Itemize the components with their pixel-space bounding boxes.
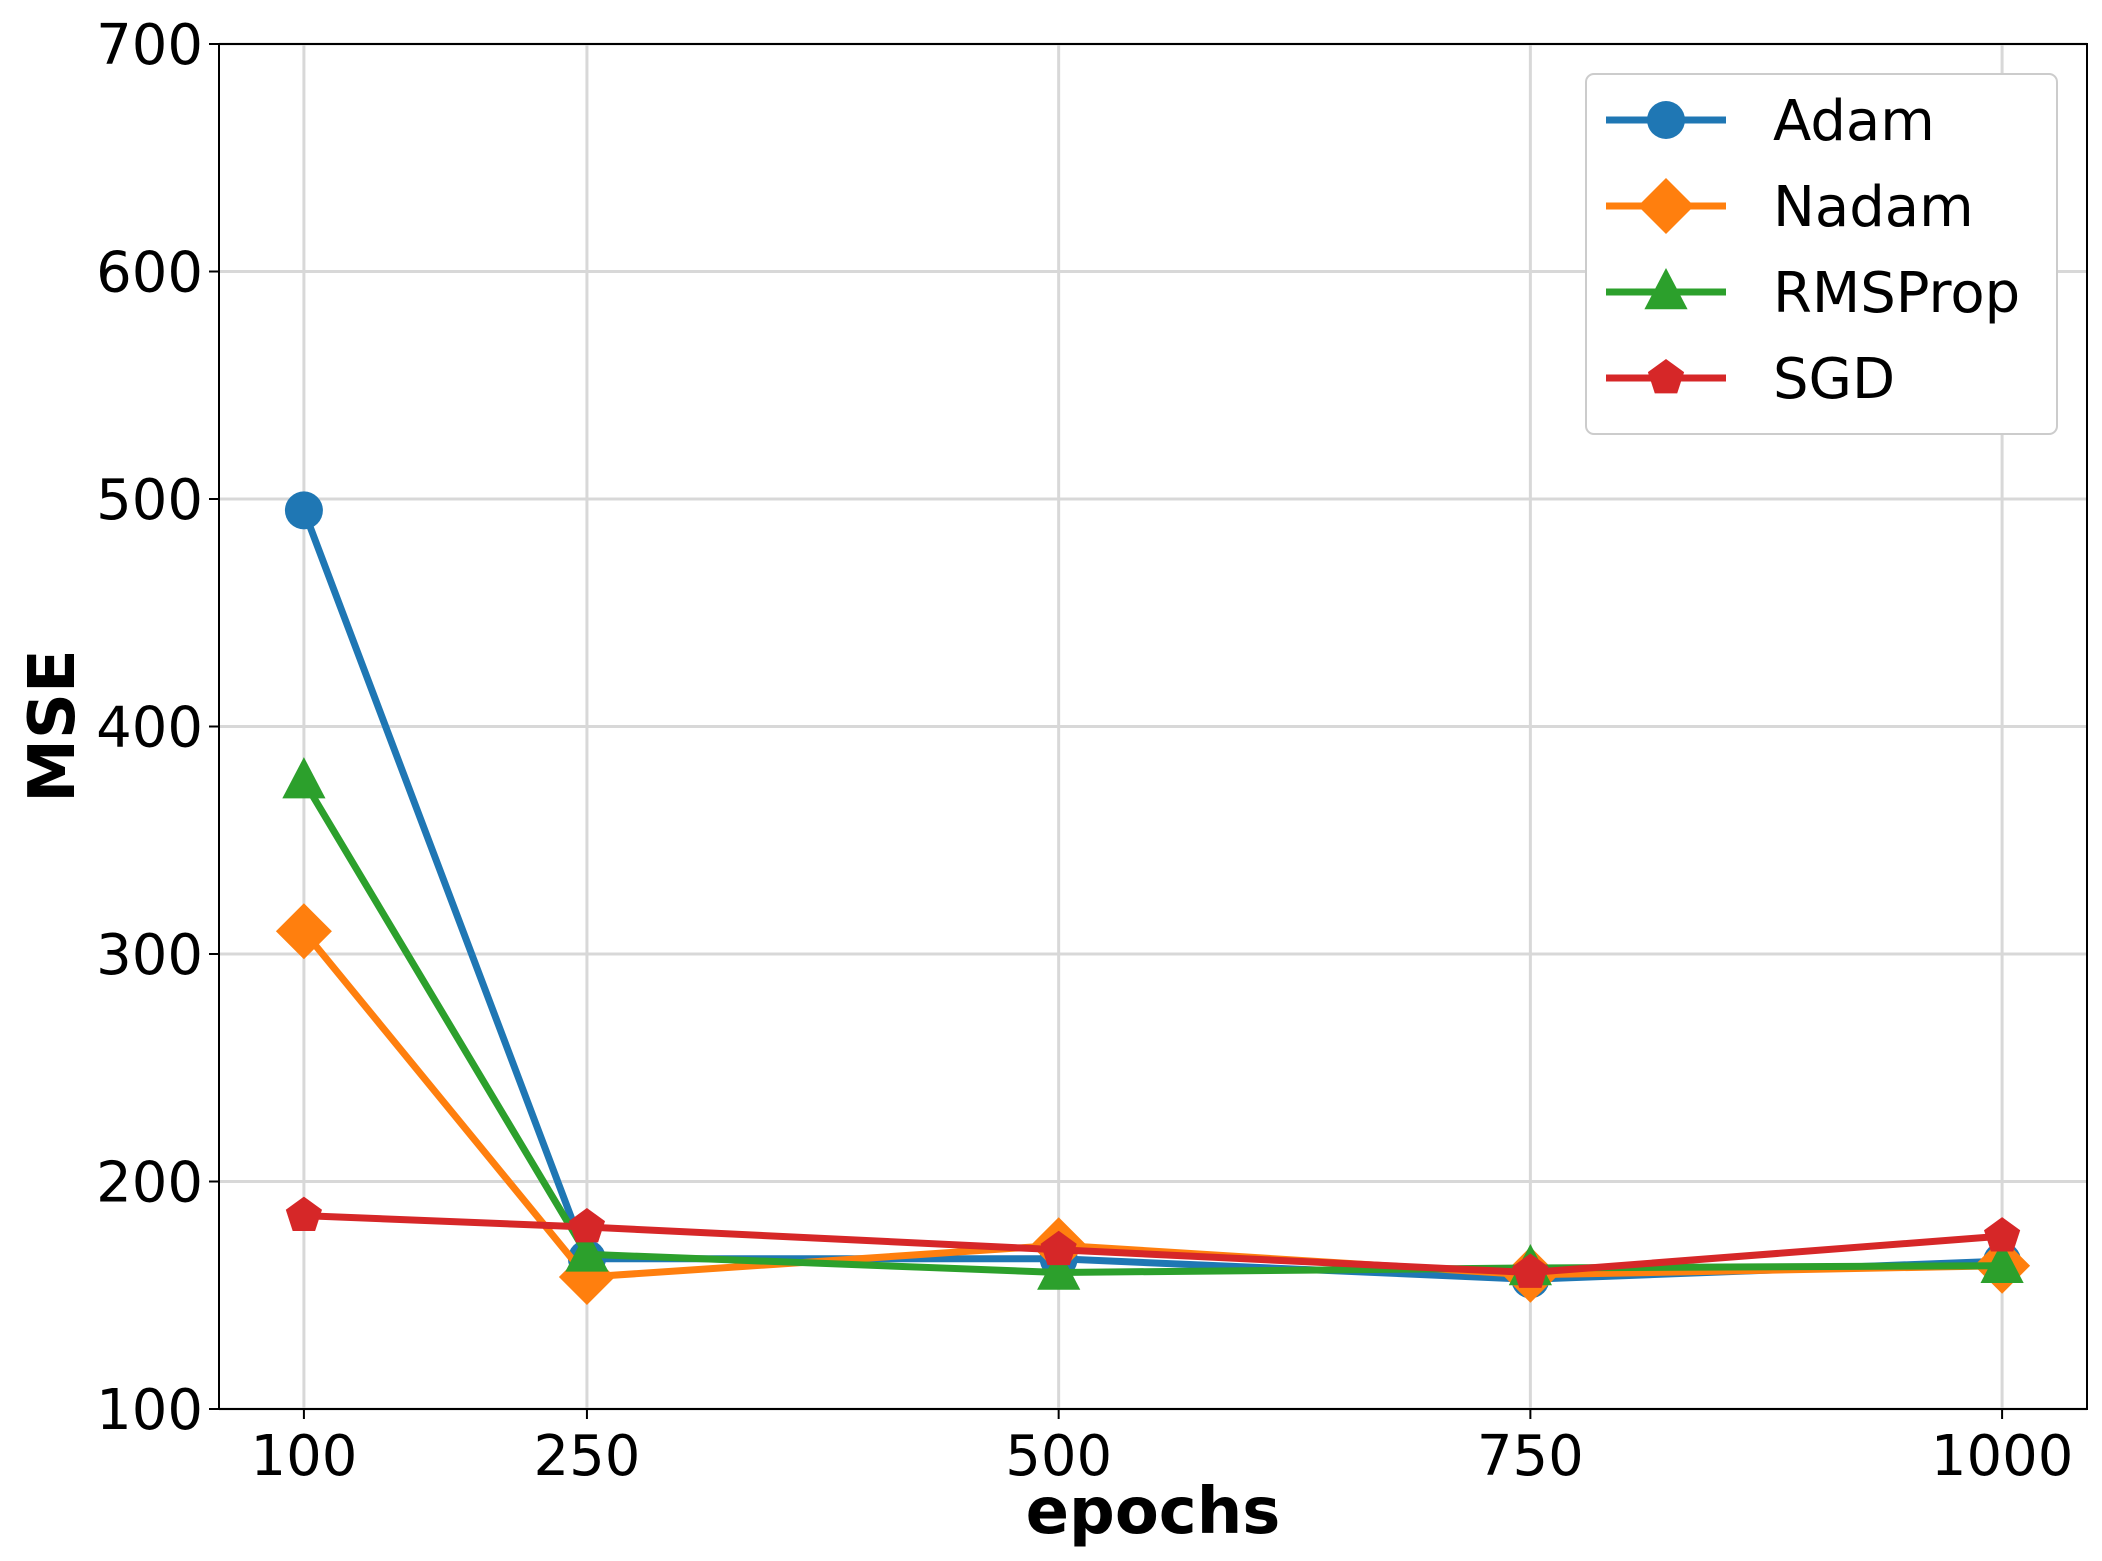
data-point-sgd xyxy=(1512,1253,1549,1288)
data-point-nadam xyxy=(275,903,332,960)
x-tick-label: 500 xyxy=(1005,1424,1112,1489)
y-tick-label: 200 xyxy=(96,1151,203,1216)
legend-marker xyxy=(1638,178,1694,234)
data-point-rmsprop xyxy=(282,757,326,799)
legend-label: Adam xyxy=(1773,89,1935,154)
x-tick-label: 1000 xyxy=(1931,1424,2074,1489)
x-tick-label: 750 xyxy=(1477,1424,1584,1489)
data-point-sgd xyxy=(1984,1217,2021,1252)
grid xyxy=(219,42,2087,1411)
legend-marker xyxy=(1647,101,1685,139)
y-tick-label: 500 xyxy=(96,468,203,533)
y-tick-label: 600 xyxy=(96,241,203,306)
x-axis-title: epochs xyxy=(1026,1475,1281,1549)
series-sgd xyxy=(285,1196,2021,1288)
legend: Adam Nadam RMSProp SGD xyxy=(1585,73,2058,435)
x-tick-label: 100 xyxy=(250,1424,357,1489)
x-tick-label: 250 xyxy=(533,1424,640,1489)
data-point-sgd xyxy=(568,1208,605,1243)
y-tick-label: 100 xyxy=(96,1378,203,1443)
legend-entry-rmsprop: RMSProp xyxy=(1606,261,2020,326)
y-tick-label: 700 xyxy=(96,13,203,78)
y-tick-label: 300 xyxy=(96,923,203,988)
legend-entry-adam: Adam xyxy=(1606,89,1935,154)
y-tick-label: 400 xyxy=(96,696,203,761)
tick-labels: 100 200 300 400 500 600 700 100 250 500 750 1000 xyxy=(96,13,2073,1489)
data-point-rmsprop xyxy=(1980,1241,2024,1283)
legend-label: Nadam xyxy=(1773,175,1974,240)
legend-box xyxy=(1585,73,2058,435)
legend-entry-sgd: SGD xyxy=(1606,347,1895,412)
legend-label: SGD xyxy=(1773,347,1895,412)
legend-label: RMSProp xyxy=(1773,261,2020,326)
data-point-adam xyxy=(284,491,323,530)
data-point-sgd xyxy=(1040,1230,1077,1266)
legend-marker xyxy=(1644,268,1688,310)
data-point-rmsprop xyxy=(1037,1248,1081,1290)
legend-entry-nadam: Nadam xyxy=(1606,175,1974,240)
series-lines xyxy=(275,491,2031,1305)
data-point-rmsprop xyxy=(565,1230,609,1272)
y-axis-title: MSE xyxy=(16,649,90,803)
data-point-sgd xyxy=(285,1196,322,1231)
legend-marker xyxy=(1647,359,1685,394)
